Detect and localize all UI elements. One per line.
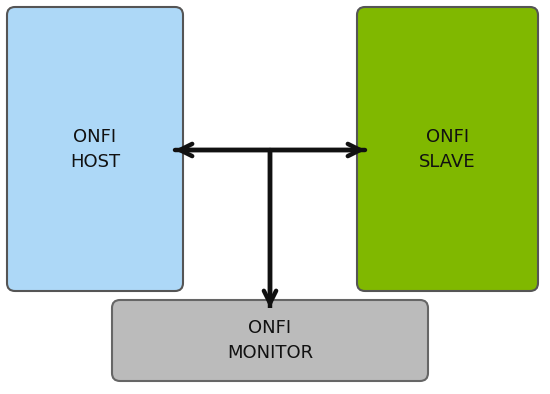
Text: ONFI
SLAVE: ONFI SLAVE xyxy=(419,128,476,171)
FancyBboxPatch shape xyxy=(7,7,183,291)
Text: ONFI
MONITOR: ONFI MONITOR xyxy=(227,319,313,362)
FancyBboxPatch shape xyxy=(357,7,538,291)
Text: ONFI
HOST: ONFI HOST xyxy=(70,128,120,171)
FancyBboxPatch shape xyxy=(112,300,428,381)
